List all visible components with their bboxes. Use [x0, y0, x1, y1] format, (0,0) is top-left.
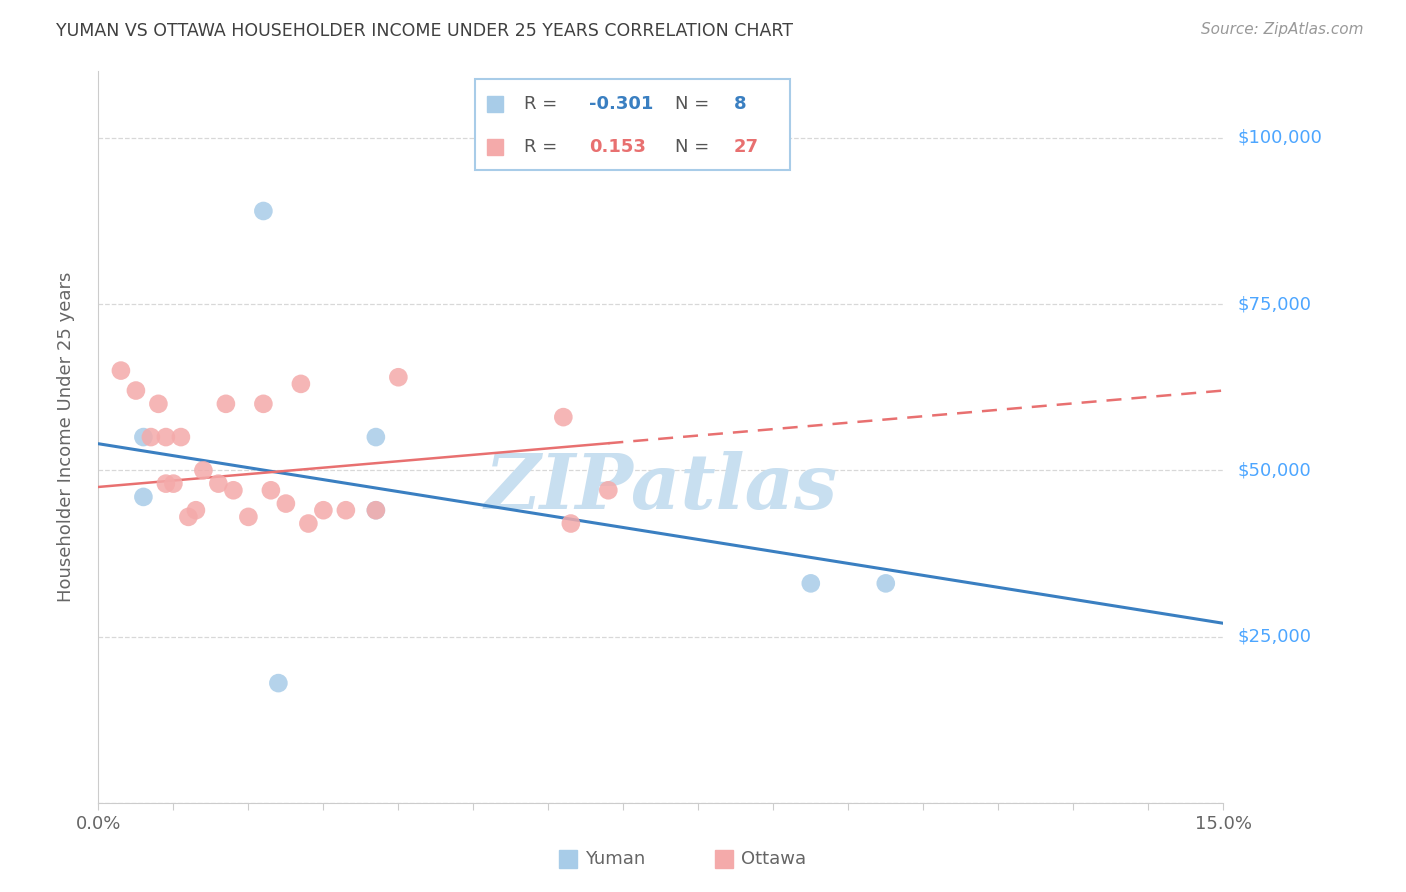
- Point: [560, 516, 582, 531]
- Point: [170, 430, 193, 444]
- Text: Source: ZipAtlas.com: Source: ZipAtlas.com: [1201, 22, 1364, 37]
- Point: [364, 503, 387, 517]
- Point: [260, 483, 283, 498]
- Point: [139, 430, 162, 444]
- Text: $100,000: $100,000: [1237, 128, 1322, 147]
- Point: [290, 376, 312, 391]
- Point: [148, 397, 170, 411]
- Point: [155, 476, 177, 491]
- Text: ZIPatlas: ZIPatlas: [484, 451, 838, 525]
- Text: 0.153: 0.153: [589, 138, 645, 156]
- Point: [387, 370, 409, 384]
- Point: [177, 509, 200, 524]
- Text: YUMAN VS OTTAWA HOUSEHOLDER INCOME UNDER 25 YEARS CORRELATION CHART: YUMAN VS OTTAWA HOUSEHOLDER INCOME UNDER…: [56, 22, 793, 40]
- Point: [297, 516, 319, 531]
- Point: [132, 490, 155, 504]
- Point: [110, 363, 132, 377]
- Point: [553, 410, 575, 425]
- Point: [238, 509, 260, 524]
- Point: [125, 384, 148, 398]
- Point: [598, 483, 620, 498]
- Text: N =: N =: [675, 95, 716, 113]
- Text: Ottawa: Ottawa: [741, 849, 806, 868]
- Point: [207, 476, 229, 491]
- Point: [252, 204, 274, 219]
- Point: [364, 430, 387, 444]
- Text: -0.301: -0.301: [589, 95, 654, 113]
- Point: [267, 676, 290, 690]
- Text: Yuman: Yuman: [585, 849, 645, 868]
- Text: $25,000: $25,000: [1237, 628, 1312, 646]
- Text: N =: N =: [675, 138, 716, 156]
- Point: [335, 503, 357, 517]
- Text: $75,000: $75,000: [1237, 295, 1312, 313]
- Point: [875, 576, 897, 591]
- Text: R =: R =: [523, 95, 562, 113]
- Point: [364, 503, 387, 517]
- Text: $50,000: $50,000: [1237, 461, 1310, 479]
- Point: [312, 503, 335, 517]
- Point: [800, 576, 823, 591]
- FancyBboxPatch shape: [475, 78, 790, 170]
- Point: [193, 463, 215, 477]
- Text: R =: R =: [523, 138, 568, 156]
- Point: [162, 476, 184, 491]
- Y-axis label: Householder Income Under 25 years: Householder Income Under 25 years: [56, 272, 75, 602]
- Text: 8: 8: [734, 95, 747, 113]
- Point: [155, 430, 177, 444]
- Point: [215, 397, 238, 411]
- Point: [222, 483, 245, 498]
- Text: 27: 27: [734, 138, 759, 156]
- Point: [132, 430, 155, 444]
- Point: [274, 497, 297, 511]
- Point: [252, 397, 274, 411]
- Point: [184, 503, 207, 517]
